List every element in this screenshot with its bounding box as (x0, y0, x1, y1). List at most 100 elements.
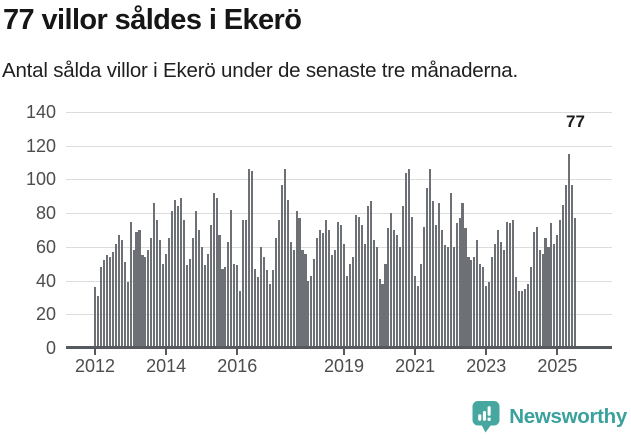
bar (443, 245, 446, 348)
bar (535, 226, 538, 348)
bar (277, 219, 280, 348)
bar (464, 228, 467, 348)
brand-footer[interactable]: Newsworthy (471, 400, 627, 433)
x-axis-tick (485, 349, 488, 355)
bar (381, 283, 384, 348)
bar (280, 184, 283, 348)
bar (168, 238, 171, 348)
bar (431, 201, 434, 348)
bar (248, 169, 251, 348)
bar (568, 154, 571, 348)
bar (422, 226, 426, 348)
bar (215, 197, 218, 348)
bar (532, 231, 535, 348)
bar (482, 267, 485, 348)
bar (108, 256, 111, 348)
bar (221, 268, 224, 348)
bar (295, 211, 298, 348)
bar (351, 256, 354, 348)
y-axis-tick-label: 40 (35, 270, 56, 291)
bar (254, 268, 257, 348)
bar (265, 270, 268, 348)
bar (473, 256, 476, 348)
bar (494, 243, 497, 348)
bar (197, 230, 200, 348)
x-axis-tick-label: 2016 (217, 356, 258, 376)
x-axis-tick (236, 349, 239, 355)
bar (185, 265, 188, 348)
bar (188, 258, 191, 348)
bar (156, 219, 159, 348)
bar (337, 221, 340, 348)
chart-title: 77 villor såldes i Ekerö (3, 4, 302, 36)
bar (256, 277, 260, 348)
bar (111, 251, 114, 348)
bar (114, 243, 117, 348)
bar (396, 235, 399, 348)
bar (526, 283, 529, 348)
bar (571, 184, 574, 348)
bar (414, 275, 417, 348)
y-axis-tick-label: 60 (35, 236, 56, 257)
bar (523, 289, 526, 348)
bar (319, 230, 322, 348)
bar (245, 219, 248, 348)
bar (402, 206, 405, 348)
bar (194, 211, 197, 348)
bar (230, 209, 233, 348)
bar (375, 246, 378, 348)
bar (153, 203, 156, 348)
bar (209, 224, 212, 348)
bar (485, 285, 488, 348)
bar (239, 290, 242, 348)
bar (345, 275, 348, 348)
bar (138, 230, 141, 348)
bar (517, 290, 520, 348)
y-axis-tick-label: 80 (35, 203, 56, 224)
bar (520, 290, 523, 348)
bar (366, 206, 369, 348)
bar (428, 169, 431, 348)
bar (174, 199, 177, 348)
bar (271, 270, 274, 348)
bar (132, 250, 135, 348)
bar (467, 256, 470, 348)
bar (565, 184, 568, 348)
bar (304, 253, 307, 348)
y-axis-tick-label: 140 (25, 102, 56, 122)
bar (408, 169, 411, 348)
bar (159, 240, 162, 348)
bar (171, 211, 174, 348)
bar (298, 218, 301, 348)
x-axis-tick (556, 349, 559, 355)
bar (452, 246, 455, 348)
bar (144, 256, 147, 348)
bar (334, 250, 337, 348)
bar (123, 262, 126, 348)
bar (94, 287, 97, 348)
bar (165, 253, 168, 348)
bar (390, 213, 393, 348)
gridline-80 (66, 213, 612, 215)
bar (179, 197, 183, 348)
bar (497, 230, 500, 348)
bar (556, 235, 559, 348)
bar (538, 250, 541, 348)
bar (150, 238, 153, 348)
bar (541, 253, 544, 348)
bar (434, 224, 437, 348)
bar (147, 250, 150, 348)
bar (96, 295, 100, 348)
y-axis-tick-label: 20 (35, 304, 56, 325)
y-axis-tick-label: 120 (25, 135, 56, 156)
bar (212, 192, 215, 348)
bar (476, 240, 479, 348)
bar (206, 253, 209, 348)
bar (224, 267, 227, 348)
bar (203, 265, 206, 348)
chart-subtitle: Antal sålda villor i Ekerö under de sena… (2, 59, 519, 82)
brand-name[interactable]: Newsworthy (509, 404, 627, 428)
bar (268, 283, 271, 348)
bar (141, 255, 144, 348)
